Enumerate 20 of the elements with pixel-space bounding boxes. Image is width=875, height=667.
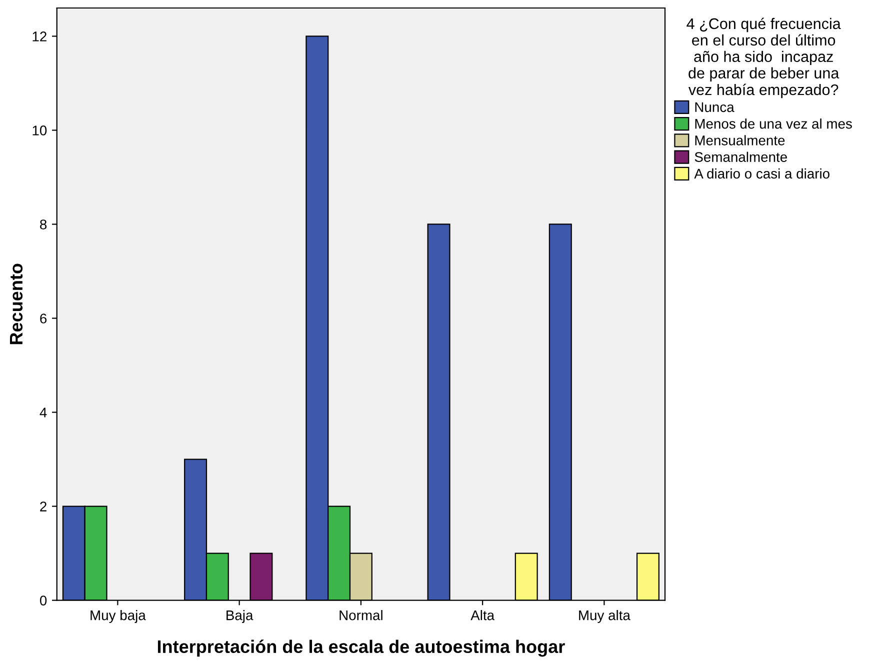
legend-label: Nunca	[695, 102, 734, 112]
legend-label: Menos de una vez al mes	[695, 118, 852, 129]
legend-label: Mensualmente	[695, 135, 785, 146]
x-tick-label: Muy baja	[90, 610, 146, 623]
legend-label: A diario o casi a diario	[694, 168, 830, 179]
legend-title: 4 ¿Con qué frecuencia en el curso del último año ha sido incapaz de parar de beber una vez había empezado?	[686, 18, 841, 98]
x-axis-title: Interpretación de la escala de autoestima hogar	[158, 640, 565, 657]
x-tick-label: Normal	[340, 610, 382, 620]
x-tick-label: Baja	[226, 610, 254, 623]
y-tick-label: 10	[32, 126, 47, 136]
legend-label: Semanalmente	[694, 152, 787, 162]
x-tick-label: Alta	[470, 610, 495, 620]
y-tick-label: 0	[40, 596, 47, 606]
y-tick-label: 12	[32, 32, 46, 42]
y-tick-label: 6	[40, 314, 47, 324]
x-tick-label: Muy alta	[579, 610, 630, 623]
y-tick-label: 8	[40, 220, 47, 230]
y-axis-title: Recuento	[10, 264, 23, 344]
y-tick-label: 2	[40, 502, 46, 512]
y-tick-label: 4	[40, 408, 47, 418]
